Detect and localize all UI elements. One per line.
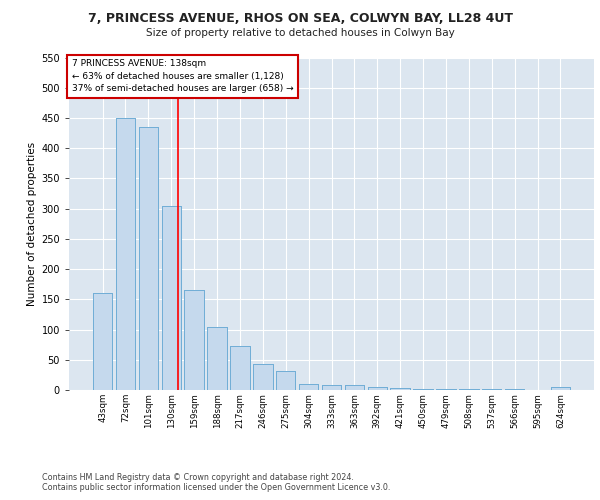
Bar bbox=[391, 388, 410, 390]
Y-axis label: Number of detached properties: Number of detached properties bbox=[27, 142, 37, 306]
Bar bbox=[276, 370, 295, 390]
Text: 7, PRINCESS AVENUE, RHOS ON SEA, COLWYN BAY, LL28 4UT: 7, PRINCESS AVENUE, RHOS ON SEA, COLWYN … bbox=[88, 12, 512, 26]
Bar bbox=[184, 290, 204, 390]
Bar bbox=[161, 206, 181, 390]
Bar bbox=[230, 346, 250, 390]
Text: Contains HM Land Registry data © Crown copyright and database right 2024.
Contai: Contains HM Land Registry data © Crown c… bbox=[42, 473, 391, 492]
Bar bbox=[551, 387, 570, 390]
Bar bbox=[208, 326, 227, 390]
Bar bbox=[413, 389, 433, 390]
Bar bbox=[322, 385, 341, 390]
Bar bbox=[344, 385, 364, 390]
Text: Size of property relative to detached houses in Colwyn Bay: Size of property relative to detached ho… bbox=[146, 28, 454, 38]
Bar bbox=[413, 389, 433, 390]
Bar bbox=[391, 388, 410, 390]
Bar bbox=[253, 364, 272, 390]
Bar bbox=[368, 387, 387, 390]
Bar bbox=[230, 346, 250, 390]
Bar bbox=[299, 384, 319, 390]
Bar bbox=[253, 364, 272, 390]
Bar bbox=[322, 385, 341, 390]
Bar bbox=[116, 118, 135, 390]
Bar bbox=[139, 127, 158, 390]
Bar bbox=[161, 206, 181, 390]
Bar bbox=[93, 294, 112, 390]
Bar bbox=[184, 290, 204, 390]
Bar bbox=[368, 387, 387, 390]
Bar bbox=[93, 294, 112, 390]
Bar bbox=[139, 127, 158, 390]
Bar bbox=[344, 385, 364, 390]
Bar bbox=[299, 384, 319, 390]
Bar bbox=[276, 370, 295, 390]
Bar bbox=[116, 118, 135, 390]
Text: 7 PRINCESS AVENUE: 138sqm
← 63% of detached houses are smaller (1,128)
37% of se: 7 PRINCESS AVENUE: 138sqm ← 63% of detac… bbox=[71, 59, 293, 93]
Bar bbox=[551, 387, 570, 390]
Bar bbox=[208, 326, 227, 390]
